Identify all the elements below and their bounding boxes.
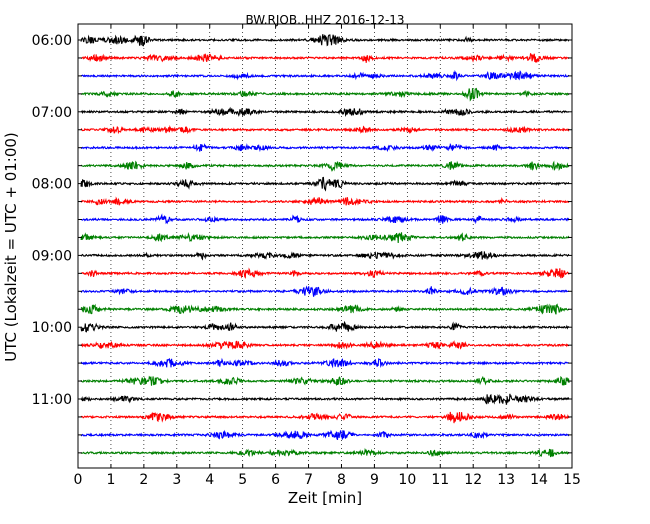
x-tick-label: 8 bbox=[337, 472, 346, 488]
y-tick-label: 06:00 bbox=[32, 33, 72, 49]
x-tick-label: 10 bbox=[398, 472, 416, 488]
trace-0645 bbox=[80, 87, 570, 102]
trace-0930 bbox=[80, 285, 570, 297]
x-tick-label: 3 bbox=[172, 472, 181, 488]
x-tick-label: 12 bbox=[464, 472, 482, 488]
trace-1115 bbox=[80, 411, 570, 424]
x-tick-label: 0 bbox=[74, 472, 83, 488]
x-tick-label: 6 bbox=[271, 472, 280, 488]
x-tick-label: 15 bbox=[563, 472, 581, 488]
x-tick-label: 9 bbox=[370, 472, 379, 488]
x-tick-label: 2 bbox=[139, 472, 148, 488]
y-axis-label: UTC (Lokalzeit = UTC + 01:00) bbox=[2, 132, 20, 362]
plot-frame bbox=[77, 23, 573, 469]
trace-0900 bbox=[80, 251, 570, 261]
trace-1045 bbox=[80, 375, 570, 387]
x-axis-label: Zeit [min] bbox=[288, 489, 362, 507]
trace-1145 bbox=[80, 447, 570, 458]
trace-0730 bbox=[80, 142, 570, 153]
x-tick-label: 7 bbox=[304, 472, 313, 488]
trace-0800 bbox=[80, 176, 570, 192]
y-tick-label: 10:00 bbox=[32, 320, 72, 336]
x-tick-label: 14 bbox=[530, 472, 548, 488]
x-tick-label: 5 bbox=[238, 472, 247, 488]
trace-0745 bbox=[80, 160, 570, 172]
trace-1000 bbox=[80, 320, 570, 333]
trace-0815 bbox=[80, 196, 570, 206]
x-tick-label: 11 bbox=[431, 472, 449, 488]
trace-0615 bbox=[80, 52, 570, 63]
x-tick-label: 4 bbox=[205, 472, 214, 488]
trace-1015 bbox=[80, 340, 570, 350]
y-tick-label: 07:00 bbox=[32, 105, 72, 121]
trace-0630 bbox=[80, 69, 570, 82]
trace-1130 bbox=[80, 429, 570, 440]
trace-0945 bbox=[80, 303, 570, 315]
trace-0915 bbox=[80, 267, 570, 279]
trace-0845 bbox=[80, 231, 570, 243]
y-tick-label: 08:00 bbox=[32, 177, 72, 193]
x-tick-label: 1 bbox=[106, 472, 115, 488]
chart-title: BW.RJOB..HHZ 2016-12-13 bbox=[245, 13, 404, 27]
trace-0600 bbox=[80, 34, 570, 47]
trace-1100 bbox=[80, 393, 570, 405]
trace-0830 bbox=[80, 213, 570, 225]
y-tick-label: 09:00 bbox=[32, 248, 72, 264]
seismic-traces bbox=[80, 34, 570, 458]
y-tick-label: 11:00 bbox=[32, 392, 72, 408]
trace-1030 bbox=[80, 357, 570, 369]
trace-0700 bbox=[80, 106, 570, 118]
x-tick-label: 13 bbox=[497, 472, 515, 488]
trace-0715 bbox=[80, 124, 570, 135]
axis-ticks: 0 1 2 3 4 5 6 7 8 9 10 11 12 13 14 1506:0007:0008:0009:… bbox=[32, 24, 581, 488]
